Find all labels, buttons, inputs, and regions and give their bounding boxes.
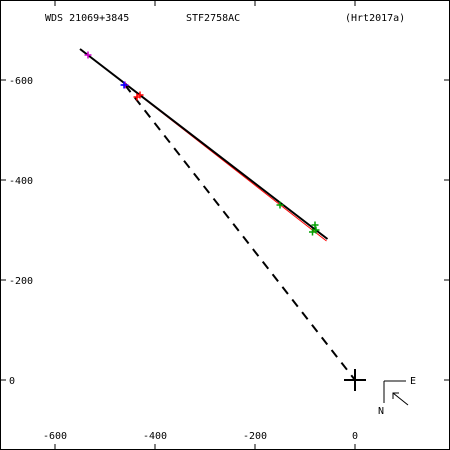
x-tick-label: 0	[352, 431, 358, 442]
compass: E N	[378, 376, 416, 417]
y-tick-label: -400	[9, 176, 33, 187]
observation-points	[84, 51, 320, 236]
star-name-label: STF2758AC	[186, 13, 240, 24]
dashed-line	[124, 84, 356, 381]
orbit-lines	[79, 48, 366, 391]
y-tick-label: -200	[9, 276, 33, 287]
motion-arrow-icon	[392, 392, 409, 406]
fit-line-black	[79, 48, 329, 240]
motion-arrow-head-icon	[392, 392, 399, 399]
wds-label: WDS 21069+3845	[45, 13, 129, 24]
y-tick-label: -600	[9, 76, 33, 87]
reference-label: (Hrt2017a)	[345, 13, 405, 24]
x-tick-label: -200	[243, 431, 267, 442]
y-tick-label: 0	[9, 376, 15, 387]
compass-east-label: E	[410, 376, 416, 387]
x-tick-label: -600	[43, 431, 67, 442]
compass-north-label: N	[378, 406, 384, 417]
x-tick-label: -400	[143, 431, 167, 442]
